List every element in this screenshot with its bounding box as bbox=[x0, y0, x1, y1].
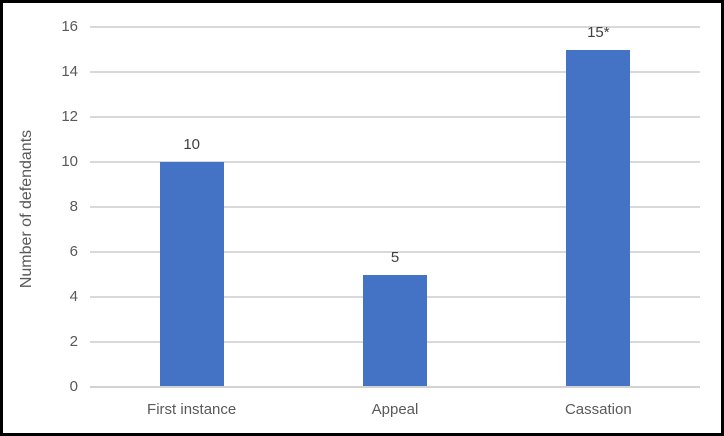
gridline bbox=[90, 26, 700, 28]
y-tick-label: 14 bbox=[61, 63, 78, 80]
y-axis-title: Number of defendants bbox=[18, 129, 35, 289]
bar bbox=[159, 162, 224, 387]
x-axis-line bbox=[90, 386, 700, 388]
bar-value-label: 15* bbox=[587, 23, 610, 41]
bar-value-label: 10 bbox=[183, 136, 200, 153]
gridline bbox=[90, 251, 700, 253]
y-tick-label: 16 bbox=[61, 18, 78, 35]
gridline bbox=[90, 116, 700, 118]
bar-value-label: 5 bbox=[390, 248, 400, 266]
x-category-label: Appeal bbox=[371, 401, 419, 418]
y-tick-label: 10 bbox=[61, 153, 78, 170]
y-tick-label: 2 bbox=[69, 333, 78, 350]
gridline bbox=[90, 161, 700, 163]
bar bbox=[363, 274, 427, 387]
y-tick-label: 8 bbox=[69, 198, 78, 215]
y-tick-label: 4 bbox=[69, 288, 78, 305]
x-category-label: Cassation bbox=[564, 401, 632, 418]
bar bbox=[566, 49, 631, 387]
gridline bbox=[90, 206, 700, 208]
y-tick-label: 12 bbox=[61, 108, 78, 125]
x-category-label: First instance bbox=[147, 401, 237, 418]
gridline bbox=[90, 71, 700, 73]
y-tick-label: 6 bbox=[69, 243, 78, 260]
y-tick-label: 0 bbox=[69, 378, 78, 395]
